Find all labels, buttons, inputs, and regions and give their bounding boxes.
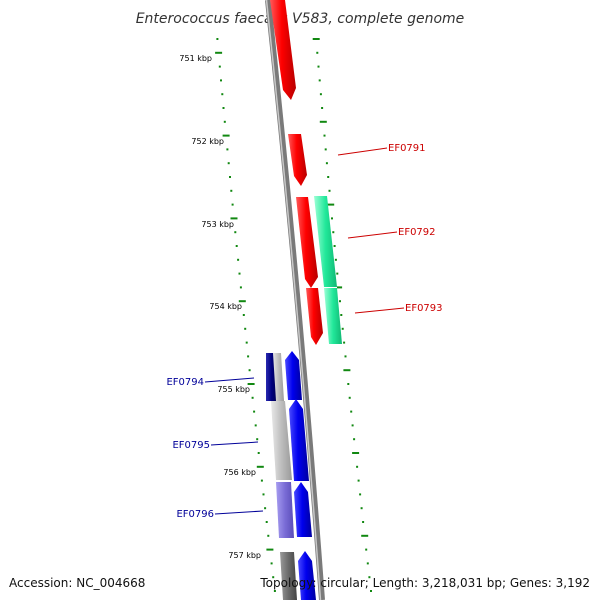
gene-label-EF0791[interactable]: EF0791 (388, 143, 426, 154)
gene-label-EF0796[interactable]: EF0796 (176, 509, 214, 520)
kbp-label-754: 754 kbp (209, 302, 242, 311)
reverse-strand-features (266, 351, 316, 600)
gray-feature-EF0795[interactable] (271, 401, 292, 480)
kbp-label-751: 751 kbp (179, 54, 212, 63)
rna-feature-lower[interactable] (324, 288, 342, 344)
gene-feature-EF0791[interactable] (288, 134, 307, 186)
genome-stats-text: Topology: circular; Length: 3,218,031 bp… (259, 576, 590, 590)
gene-label-EF0793[interactable]: EF0793 (405, 303, 443, 314)
scale-ticks-right (312, 38, 372, 592)
gray-feature-upper[interactable] (273, 353, 284, 401)
gene-feature-EF0795[interactable] (289, 399, 309, 481)
scale-labels: 751 kbp 752 kbp 753 kbp 754 kbp 755 kbp … (179, 54, 261, 560)
kbp-label-757: 757 kbp (228, 551, 261, 560)
kbp-label-752: 752 kbp (191, 137, 224, 146)
kbp-label-756: 756 kbp (223, 468, 256, 477)
map-title: Enterococcus faecalis V583, complete gen… (136, 11, 465, 27)
gene-label-EF0795[interactable]: EF0795 (172, 440, 210, 451)
gene-feature-EF0796-light[interactable] (276, 482, 294, 538)
gene-feature-EF0796[interactable] (294, 482, 312, 537)
forward-strand-features (270, 0, 342, 345)
accession-text: Accession: NC_004668 (9, 576, 145, 590)
kbp-label-753: 753 kbp (201, 220, 234, 229)
gene-feature-EF0793[interactable] (306, 288, 323, 345)
gene-feature-EF0794[interactable] (285, 351, 302, 400)
gene-label-EF0792[interactable]: EF0792 (398, 227, 436, 238)
kbp-label-755: 755 kbp (217, 385, 250, 394)
genome-backbone (265, 0, 325, 600)
gene-label-EF0794[interactable]: EF0794 (166, 377, 204, 388)
dark-feature-bottom[interactable] (280, 552, 297, 600)
gene-labels: EF0791 EF0792 EF0793 EF0794 EF0795 EF079… (166, 143, 442, 520)
scale-ticks-left (215, 38, 276, 592)
rna-feature-upper[interactable] (314, 196, 337, 287)
gene-feature-upstream[interactable] (270, 0, 296, 100)
gene-feature-EF0792[interactable] (296, 197, 318, 288)
gene-feature-bottom[interactable] (298, 551, 316, 600)
